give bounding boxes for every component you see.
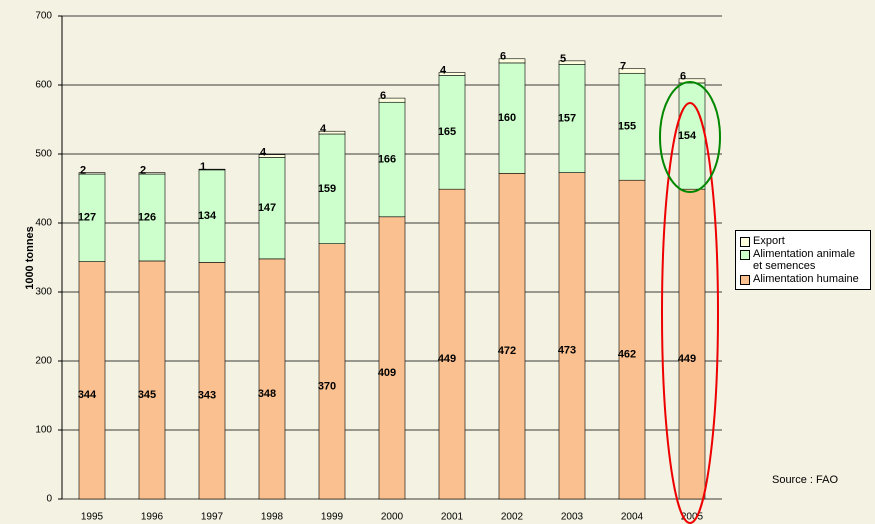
value-label: 4	[320, 123, 327, 135]
value-label: 2	[140, 165, 146, 177]
bar-segment	[319, 244, 345, 499]
value-label: 159	[318, 183, 336, 195]
value-label: 5	[560, 53, 566, 65]
y-tick-label: 600	[35, 80, 52, 91]
value-label: 160	[498, 112, 516, 124]
legend-label: Alimentation humaine	[753, 273, 859, 285]
page: 1000 tonnes Source : FAO 0 100 200 300 400 50…	[0, 0, 875, 524]
value-label: 2	[80, 165, 86, 177]
y-tick-label: 500	[35, 149, 52, 160]
value-label: 344	[78, 389, 97, 401]
value-label: 1	[200, 161, 206, 173]
x-tick-label: 1999	[321, 512, 344, 523]
bar-segment	[139, 261, 165, 499]
value-label: 449	[678, 353, 696, 365]
value-label: 6	[500, 51, 506, 63]
value-label: 345	[138, 389, 156, 401]
y-tick-label: 100	[35, 425, 52, 436]
x-tick-label: 1998	[261, 512, 284, 523]
value-label: 4	[440, 64, 447, 76]
bar-segment	[499, 173, 525, 499]
legend-label: Export	[753, 235, 785, 247]
value-label: 449	[438, 353, 456, 365]
y-tick-label: 300	[35, 287, 52, 298]
bar-segment	[79, 262, 105, 499]
value-label: 409	[378, 367, 396, 379]
value-label: 462	[618, 349, 636, 361]
value-label: 348	[258, 388, 276, 400]
value-label: 127	[78, 212, 96, 224]
value-label: 4	[260, 147, 267, 159]
value-label: 6	[380, 90, 386, 102]
bar-segment	[559, 173, 585, 499]
value-label: 370	[318, 380, 336, 392]
y-tick-label: 200	[35, 356, 52, 367]
x-tick-label: 1996	[141, 512, 164, 523]
value-label: 155	[618, 121, 636, 133]
value-label: 165	[438, 126, 456, 138]
x-tick-label: 1995	[81, 512, 104, 523]
x-tick-label: 2002	[501, 512, 524, 523]
value-label: 472	[498, 345, 516, 357]
y-tick-label: 400	[35, 218, 52, 229]
y-axis-label: 1000 tonnes	[24, 226, 36, 290]
value-label: 7	[620, 60, 626, 72]
x-tick-label: 1997	[201, 512, 224, 523]
x-tick-label: 2000	[381, 512, 404, 523]
value-label: 134	[198, 210, 217, 222]
annotation: Source : FAO	[772, 474, 838, 486]
y-tick-label: 0	[46, 494, 52, 505]
bar-segment	[619, 180, 645, 499]
value-label: 473	[558, 345, 576, 357]
legend-item: Export	[740, 235, 866, 247]
value-label: 343	[198, 390, 216, 402]
value-label: 147	[258, 202, 276, 214]
legend-item: Alimentation animale et semences	[740, 248, 866, 272]
bar-segment	[679, 189, 705, 499]
x-tick-label: 2001	[441, 512, 464, 523]
value-label: 6	[680, 71, 686, 83]
y-tick-label: 700	[35, 11, 52, 22]
legend-swatch	[740, 237, 750, 247]
value-label: 157	[558, 112, 576, 124]
x-tick-label: 2004	[621, 512, 644, 523]
bar-segment	[259, 259, 285, 499]
legend-label: Alimentation animale et semences	[753, 248, 866, 272]
legend-swatch	[740, 275, 750, 285]
x-tick-label: 2003	[561, 512, 584, 523]
legend-swatch	[740, 250, 750, 260]
bar-segment	[379, 217, 405, 499]
legend-item: Alimentation humaine	[740, 273, 866, 285]
value-label: 126	[138, 211, 156, 223]
bar-segment	[199, 262, 225, 499]
bar-segment	[439, 189, 465, 499]
value-label: 154	[678, 130, 697, 142]
value-label: 166	[378, 153, 396, 165]
